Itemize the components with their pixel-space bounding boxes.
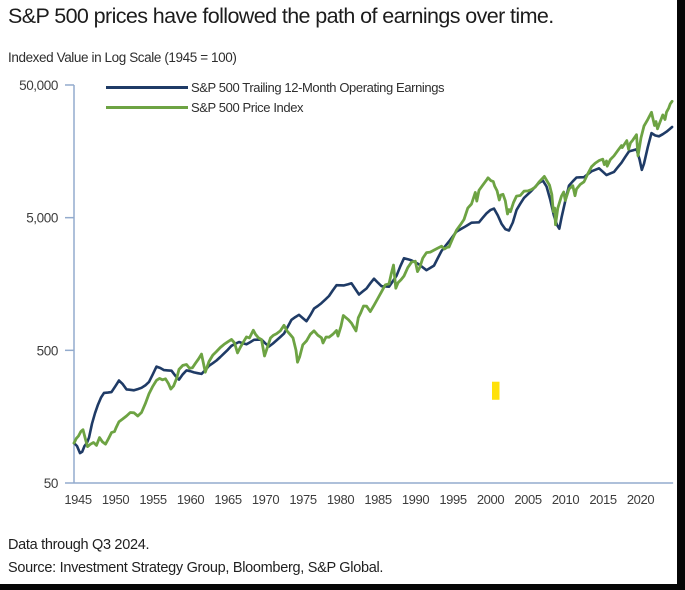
- x-axis-tick-label: 1990: [402, 492, 429, 507]
- window-border-right: [677, 0, 685, 590]
- x-axis-tick-label: 2010: [552, 492, 579, 507]
- x-axis-tick-label: 1965: [214, 492, 241, 507]
- footnote-data-through: Data through Q3 2024.: [8, 537, 150, 553]
- x-axis-tick-label: 1970: [252, 492, 279, 507]
- y-axis-tick-label: 500: [37, 343, 58, 358]
- x-axis-tick-label: 1955: [139, 492, 166, 507]
- y-axis-tick-label: 50,000: [19, 78, 58, 93]
- price-line-series: [72, 99, 674, 449]
- x-axis-tick-label: 1975: [289, 492, 316, 507]
- x-axis-tick-label: 1945: [64, 492, 91, 507]
- earnings-line-series: [72, 125, 674, 455]
- x-axis-tick-label: 2005: [514, 492, 541, 507]
- legend: S&P 500 Trailing 12-Month Operating Earn…: [106, 77, 445, 117]
- legend-item-price: S&P 500 Price Index: [106, 97, 444, 117]
- x-axis-tick-label: 1995: [439, 492, 466, 507]
- x-axis-tick-label: 2020: [627, 492, 654, 507]
- x-axis-tick-label: 1960: [177, 492, 204, 507]
- x-axis-tick-label: 1950: [102, 492, 129, 507]
- yellow-highlight-marker: [492, 381, 500, 400]
- legend-label-price: S&P 500 Price Index: [191, 99, 304, 115]
- earnings-line-swatch: [106, 85, 188, 89]
- x-axis-tick-label: 1980: [327, 492, 354, 507]
- chart-title: S&P 500 prices have followed the path of…: [8, 4, 554, 28]
- legend-label-earnings: S&P 500 Trailing 12-Month Operating Earn…: [191, 79, 445, 95]
- x-axis-tick-label: 2015: [589, 492, 616, 507]
- footnote-source: Source: Investment Strategy Group, Bloom…: [8, 560, 384, 576]
- y-axis-tick-label: 5,000: [26, 211, 58, 226]
- legend-item-earnings: S&P 500 Trailing 12-Month Operating Earn…: [106, 77, 445, 97]
- y-axis-tick-label: 50: [44, 476, 58, 491]
- axis-unit-label: Indexed Value in Log Scale (1945 = 100): [8, 50, 237, 65]
- price-line-swatch: [106, 105, 188, 109]
- window-border-bottom: [0, 584, 685, 590]
- x-axis-tick-label: 2000: [477, 492, 504, 507]
- x-axis-tick-label: 1985: [364, 492, 391, 507]
